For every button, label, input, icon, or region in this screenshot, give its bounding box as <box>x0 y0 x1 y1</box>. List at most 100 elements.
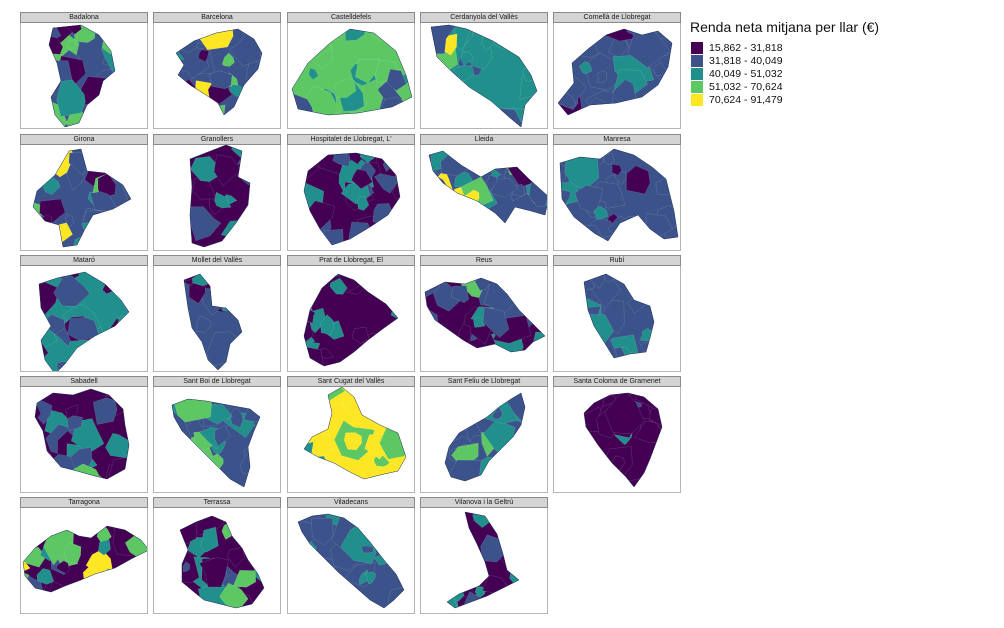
district-patch <box>271 300 280 317</box>
district-patch <box>254 287 269 301</box>
district-patch <box>431 85 440 124</box>
district-patch <box>584 274 595 292</box>
district-patch <box>397 223 400 242</box>
district-patch <box>308 67 319 80</box>
district-patch <box>396 387 406 396</box>
district-patch <box>488 349 507 352</box>
district-patch <box>113 272 129 278</box>
district-patch <box>39 272 47 284</box>
district-patch <box>105 209 129 233</box>
panel-title: Cornellà de Llobregat <box>553 12 681 23</box>
district-patch <box>626 165 651 195</box>
district-patch <box>94 149 131 166</box>
district-patch <box>21 90 37 117</box>
district-patch <box>154 111 166 123</box>
district-patch <box>33 150 51 182</box>
district-patch <box>447 515 453 529</box>
legend-swatch <box>691 80 703 93</box>
district-patch <box>433 97 460 123</box>
district-patch <box>307 29 331 45</box>
district-patch <box>39 317 43 336</box>
district-patch <box>633 104 658 115</box>
panel-title: Granollers <box>153 134 281 145</box>
district-patch <box>35 463 69 479</box>
district-patch <box>304 233 309 245</box>
district-patch <box>584 334 601 358</box>
district-patch <box>264 289 280 311</box>
district-patch <box>560 230 576 241</box>
district-patch <box>66 25 82 35</box>
district-patch <box>66 39 77 50</box>
sabadell-map <box>34 388 130 480</box>
district-patch <box>121 355 129 371</box>
district-patch <box>261 89 262 101</box>
district-patch <box>347 122 359 128</box>
district-patch <box>390 274 398 285</box>
district-patch <box>219 286 242 311</box>
district-patch <box>114 31 115 63</box>
district-patch <box>21 201 28 212</box>
district-patch <box>261 394 280 418</box>
district-patch <box>507 211 536 223</box>
district-patch <box>98 343 110 354</box>
district-patch <box>304 418 320 437</box>
legend-item: 31,818 - 40,049 <box>690 54 879 67</box>
district-patch <box>154 232 171 251</box>
district-patch <box>355 113 369 115</box>
district-patch <box>669 387 680 396</box>
district-patch <box>221 274 242 284</box>
district-patch <box>656 394 662 412</box>
map-panel-manresa: Manresa <box>553 134 681 251</box>
district-patch <box>154 333 164 345</box>
legend-item: 15,862 - 31,818 <box>690 41 879 54</box>
district-patch <box>265 167 280 186</box>
map-panel-granollers: Granollers <box>153 134 281 251</box>
district-patch <box>657 462 662 487</box>
district-patch <box>196 104 226 115</box>
district-patch <box>351 326 370 344</box>
municipality-outline <box>22 525 147 593</box>
barcelona-map <box>154 28 263 123</box>
district-patch <box>425 331 451 352</box>
district-patch <box>523 279 545 308</box>
district-patch <box>530 402 547 423</box>
map-panel-rubi: Rubí <box>553 255 681 372</box>
district-patch <box>35 455 53 479</box>
panel-title: Mataró <box>20 255 148 266</box>
district-patch <box>305 593 341 608</box>
district-patch <box>39 272 51 281</box>
panel-title: Viladecans <box>287 497 415 508</box>
district-patch <box>604 393 645 435</box>
district-patch <box>447 594 458 608</box>
district-patch <box>421 239 438 250</box>
manresa-map <box>559 148 679 242</box>
district-patch <box>197 29 234 51</box>
district-patch <box>451 285 470 303</box>
district-patch <box>669 448 680 465</box>
district-patch <box>69 594 81 607</box>
granollers-map <box>154 145 280 251</box>
district-patch <box>63 542 82 564</box>
district-patch <box>342 599 375 608</box>
district-patch <box>378 232 393 245</box>
district-patch <box>180 516 185 517</box>
district-patch <box>93 397 118 425</box>
district-patch <box>386 69 407 92</box>
district-patch <box>104 602 120 613</box>
district-patch <box>343 432 362 451</box>
district-patch <box>214 425 231 447</box>
district-patch <box>429 162 433 186</box>
municipality-outline <box>303 152 401 246</box>
district-patch <box>482 306 510 338</box>
district-patch <box>431 73 437 96</box>
district-patch <box>114 31 115 44</box>
district-patch <box>34 526 66 530</box>
district-patch <box>509 558 519 592</box>
district-patch <box>176 100 191 115</box>
district-patch <box>292 322 301 332</box>
district-patch <box>184 292 191 329</box>
district-patch <box>154 341 167 360</box>
district-patch <box>585 29 611 34</box>
district-patch <box>304 309 316 324</box>
